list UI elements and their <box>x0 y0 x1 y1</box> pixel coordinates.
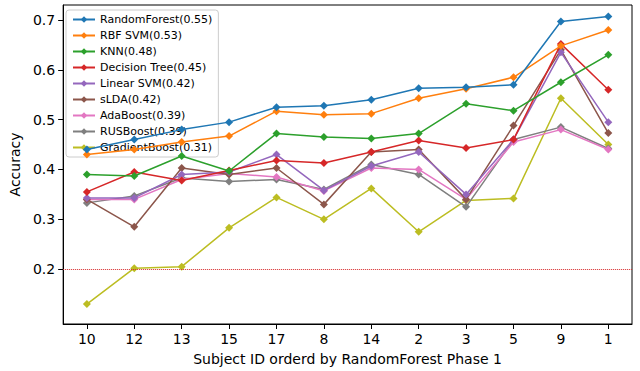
svg-text:9: 9 <box>556 331 565 347</box>
svg-text:5: 5 <box>509 331 518 347</box>
svg-text:sLDA(0.42): sLDA(0.42) <box>100 93 161 106</box>
svg-text:0.4: 0.4 <box>33 161 55 177</box>
svg-text:10: 10 <box>78 331 96 347</box>
svg-text:2: 2 <box>414 331 423 347</box>
svg-text:3: 3 <box>462 331 471 347</box>
svg-text:Linear SVM(0.42): Linear SVM(0.42) <box>100 77 195 90</box>
svg-text:GradientBoost(0.31): GradientBoost(0.31) <box>100 141 212 154</box>
svg-text:0.2: 0.2 <box>33 261 55 277</box>
svg-text:1: 1 <box>604 331 613 347</box>
svg-text:8: 8 <box>319 331 328 347</box>
svg-text:RBF SVM(0.53): RBF SVM(0.53) <box>100 29 182 42</box>
svg-text:AdaBoost(0.39): AdaBoost(0.39) <box>100 109 185 122</box>
svg-text:0.3: 0.3 <box>33 211 55 227</box>
svg-text:KNN(0.48): KNN(0.48) <box>100 45 157 58</box>
svg-text:Subject ID orderd by RandomFor: Subject ID orderd by RandomForest Phase … <box>193 351 502 367</box>
svg-text:17: 17 <box>268 331 286 347</box>
svg-text:12: 12 <box>125 331 143 347</box>
svg-text:13: 13 <box>173 331 191 347</box>
svg-text:Accuracy: Accuracy <box>7 133 23 197</box>
svg-text:14: 14 <box>362 331 380 347</box>
svg-text:0.7: 0.7 <box>33 12 55 28</box>
svg-text:RUSBoost(0.39): RUSBoost(0.39) <box>100 125 187 138</box>
svg-text:15: 15 <box>220 331 238 347</box>
svg-text:RandomForest(0.55): RandomForest(0.55) <box>100 13 212 26</box>
svg-text:0.5: 0.5 <box>33 112 55 128</box>
svg-text:0.6: 0.6 <box>33 62 55 78</box>
svg-text:Decision Tree(0.45): Decision Tree(0.45) <box>100 61 206 74</box>
